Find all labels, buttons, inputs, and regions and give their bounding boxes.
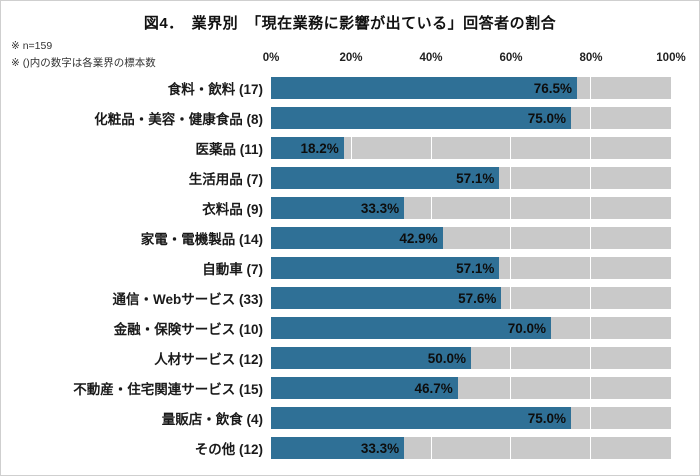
value-label: 75.0% [527, 410, 566, 426]
chart-row: 通信・Webサービス (33) 57.6% [1, 283, 671, 313]
bar-track: 75.0% [271, 407, 671, 429]
bar-track: 57.6% [271, 287, 671, 309]
bar-track: 76.5% [271, 77, 671, 99]
value-label: 18.2% [300, 140, 339, 156]
category-label: その他 (12) [194, 442, 263, 457]
value-label: 75.0% [527, 110, 566, 126]
chart-row: 金融・保険サービス (10) 70.0% [1, 313, 671, 343]
chart-row: 食料・飲料 (17) 76.5% [1, 73, 671, 103]
bar-track: 33.3% [271, 437, 671, 459]
bar: 76.5% [271, 77, 577, 99]
bar-track: 70.0% [271, 317, 671, 339]
chart-row: 医薬品 (11) 18.2% [1, 133, 671, 163]
category-label: 食料・飲料 (17) [167, 82, 263, 97]
chart-row: 生活用品 (7) 57.1% [1, 163, 671, 193]
bar-track: 57.1% [271, 257, 671, 279]
bar-rows: 食料・飲料 (17) 76.5% 化粧品・美容・健康食品 (8) 75.0% 医… [1, 73, 671, 463]
bar: 46.7% [271, 377, 458, 399]
x-axis-tick: 20% [339, 52, 363, 64]
bar: 75.0% [271, 407, 571, 429]
x-axis-tick: 60% [499, 52, 523, 64]
chart-row: 衣料品 (9) 33.3% [1, 193, 671, 223]
bar: 42.9% [271, 227, 443, 249]
bar: 50.0% [271, 347, 471, 369]
bar: 57.6% [271, 287, 502, 309]
bar-track: 42.9% [271, 227, 671, 249]
bar: 57.1% [271, 257, 500, 279]
x-axis: 0% 20% 40% 60% 80% 100% [263, 52, 686, 66]
chart-row: 家電・電機製品 (14) 42.9% [1, 223, 671, 253]
x-axis-tick: 0% [262, 52, 280, 64]
value-label: 42.9% [399, 230, 438, 246]
category-label: 自動車 (7) [202, 262, 263, 277]
value-label: 57.1% [456, 260, 495, 276]
value-label: 33.3% [360, 440, 400, 456]
bar: 33.3% [271, 197, 405, 219]
bar: 57.1% [271, 167, 500, 189]
category-label: 医薬品 (11) [195, 142, 263, 157]
note-legend-explanation: ※ ()内の数字は各業界の標本数 [11, 57, 156, 70]
value-label: 57.1% [456, 170, 495, 186]
value-label: 70.0% [507, 320, 546, 336]
chart-notes: ※ n=159 ※ ()内の数字は各業界の標本数 [11, 38, 156, 73]
bar: 33.3% [271, 437, 405, 459]
category-label: 化粧品・美容・健康食品 (8) [94, 112, 263, 127]
bar: 70.0% [271, 317, 551, 339]
chart-row: 自動車 (7) 57.1% [1, 253, 671, 283]
bar-track: 33.3% [271, 197, 671, 219]
chart-row: その他 (12) 33.3% [1, 433, 671, 463]
category-label: 人材サービス (12) [154, 352, 263, 367]
x-axis-tick: 40% [419, 52, 443, 64]
bar-track: 50.0% [271, 347, 671, 369]
chart-row: 量販店・飲食 (4) 75.0% [1, 403, 671, 433]
bar-track: 18.2% [271, 137, 671, 159]
note-sample-size: ※ n=159 [11, 40, 53, 52]
category-label: 金融・保険サービス (10) [113, 322, 263, 337]
chart-title: 図4． 業界別 「現在業務に影響が出ている」回答者の割合 [143, 15, 557, 32]
bar-track: 57.1% [271, 167, 671, 189]
x-axis-tick: 80% [579, 52, 603, 64]
chart-row: 化粧品・美容・健康食品 (8) 75.0% [1, 103, 671, 133]
category-label: 衣料品 (9) [202, 202, 263, 217]
x-axis-tick: 100% [656, 52, 686, 64]
bar-track: 75.0% [271, 107, 671, 129]
category-label: 通信・Webサービス (33) [112, 292, 263, 307]
category-label: 生活用品 (7) [188, 172, 263, 187]
category-label: 不動産・住宅関連サービス (15) [73, 382, 263, 397]
value-label: 33.3% [360, 200, 400, 216]
chart-row: 人材サービス (12) 50.0% [1, 343, 671, 373]
category-label: 量販店・飲食 (4) [161, 412, 263, 427]
value-label: 46.7% [414, 380, 453, 396]
value-label: 57.6% [458, 290, 497, 306]
chart-row: 不動産・住宅関連サービス (15) 46.7% [1, 373, 671, 403]
bar: 18.2% [271, 137, 344, 159]
value-label: 76.5% [533, 80, 572, 96]
category-label: 家電・電機製品 (14) [140, 232, 263, 247]
bar: 75.0% [271, 107, 571, 129]
value-label: 50.0% [427, 350, 466, 366]
bar-track: 46.7% [271, 377, 671, 399]
